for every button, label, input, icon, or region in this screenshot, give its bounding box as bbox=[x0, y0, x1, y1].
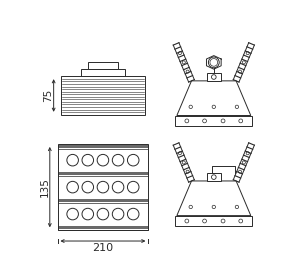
Bar bbox=[88, 62, 118, 68]
Circle shape bbox=[97, 208, 109, 220]
Bar bbox=[61, 76, 145, 115]
Polygon shape bbox=[177, 181, 251, 216]
Circle shape bbox=[82, 208, 94, 220]
Circle shape bbox=[97, 181, 109, 193]
Text: 210: 210 bbox=[92, 243, 113, 253]
Text: 135: 135 bbox=[39, 177, 50, 197]
Circle shape bbox=[67, 208, 78, 220]
Circle shape bbox=[112, 181, 124, 193]
Circle shape bbox=[128, 154, 139, 166]
Text: 75: 75 bbox=[43, 89, 53, 102]
Circle shape bbox=[67, 154, 78, 166]
Circle shape bbox=[82, 154, 94, 166]
Bar bbox=[58, 144, 148, 230]
Circle shape bbox=[128, 208, 139, 220]
Circle shape bbox=[97, 154, 109, 166]
Circle shape bbox=[112, 208, 124, 220]
Circle shape bbox=[128, 181, 139, 193]
Circle shape bbox=[208, 57, 219, 68]
Circle shape bbox=[212, 75, 216, 79]
Bar bbox=[207, 73, 221, 81]
Bar bbox=[175, 116, 252, 126]
Circle shape bbox=[82, 181, 94, 193]
Bar bbox=[175, 216, 252, 226]
Polygon shape bbox=[177, 81, 251, 116]
Circle shape bbox=[112, 154, 124, 166]
Bar bbox=[207, 173, 221, 181]
Circle shape bbox=[212, 175, 216, 179]
Circle shape bbox=[67, 181, 78, 193]
Bar bbox=[81, 68, 125, 76]
